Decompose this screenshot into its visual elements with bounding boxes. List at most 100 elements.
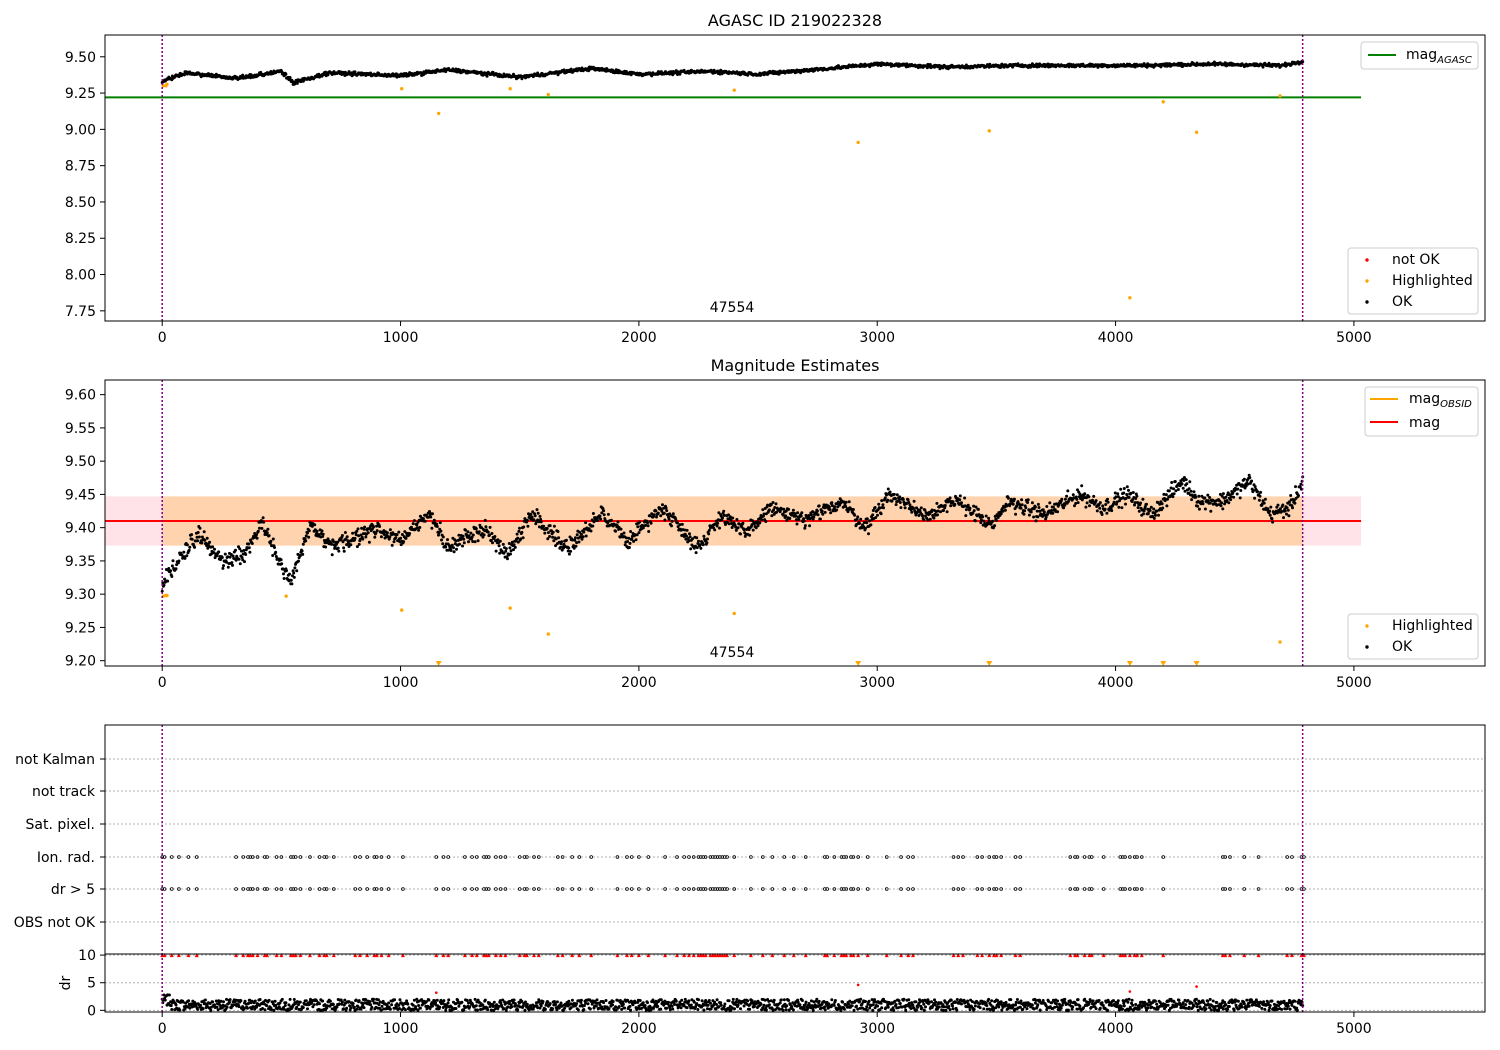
data-point [174, 567, 178, 571]
data-point [707, 532, 711, 536]
data-point [1083, 492, 1087, 496]
data-point [1127, 496, 1131, 499]
data-point [926, 518, 930, 522]
data-point [324, 545, 328, 549]
data-point [858, 521, 861, 525]
data-point [754, 526, 758, 530]
dr-point [406, 1002, 410, 1006]
data-point [809, 513, 813, 517]
data-point [1065, 494, 1069, 498]
data-point [190, 537, 194, 541]
data-point [924, 514, 927, 518]
dr-point [246, 1006, 249, 1010]
data-point [211, 545, 215, 549]
data-point [190, 533, 194, 537]
data-point [877, 502, 881, 506]
data-point [1203, 507, 1207, 511]
data-point [557, 536, 561, 540]
data-point [1020, 503, 1024, 507]
data-point [1248, 476, 1252, 480]
data-point [654, 509, 658, 513]
data-point [247, 542, 251, 546]
data-point [1206, 499, 1210, 503]
data-point [960, 501, 963, 505]
data-point [392, 540, 396, 544]
data-point [379, 535, 383, 539]
data-point [1236, 487, 1240, 491]
flag-row-label: Sat. pixel. [26, 817, 95, 833]
data-point [548, 524, 552, 528]
data-point [1276, 503, 1280, 507]
y-tick-label: 8.50 [65, 195, 96, 211]
data-point [1131, 491, 1135, 494]
data-point [1188, 480, 1192, 484]
data-point [546, 531, 550, 535]
data-point [689, 547, 693, 551]
legend-marker-highlighted [1365, 279, 1369, 283]
data-point [1192, 490, 1196, 494]
data-point [886, 487, 890, 491]
data-point [496, 538, 500, 542]
data-point [1030, 501, 1034, 505]
data-point [530, 515, 534, 519]
data-point [1062, 506, 1066, 510]
data-point [220, 556, 224, 559]
data-point [289, 578, 293, 582]
data-point [691, 537, 694, 541]
data-point [200, 535, 204, 539]
dr-point [457, 1004, 461, 1008]
data-point [1129, 491, 1133, 495]
x-tick-label: 2000 [621, 330, 657, 346]
dr-point [427, 998, 431, 1002]
dr-point [178, 1008, 182, 1012]
dr-point [263, 1008, 267, 1012]
data-point [304, 534, 308, 538]
data-point [717, 511, 721, 515]
data-point [1268, 509, 1272, 513]
data-point [670, 524, 673, 528]
data-point [493, 535, 497, 538]
data-point [417, 528, 421, 532]
data-point [991, 519, 995, 523]
dr-point [163, 998, 167, 1002]
data-point [208, 540, 212, 544]
y-tick-label: 8.75 [65, 159, 96, 175]
data-point [1020, 498, 1024, 502]
data-point [743, 534, 747, 538]
dr-point [447, 998, 451, 1002]
data-point [650, 512, 654, 516]
data-point [307, 535, 311, 539]
data-point [606, 521, 610, 525]
data-point [1094, 499, 1098, 503]
dr-point [541, 1000, 545, 1003]
data-point [883, 496, 887, 500]
data-point [1262, 501, 1266, 505]
data-point [508, 546, 512, 550]
data-point [638, 520, 642, 524]
data-point [1190, 498, 1194, 502]
data-point [685, 534, 688, 538]
dr-point [203, 998, 207, 1002]
data-point [230, 561, 234, 565]
highlighted-point [1161, 100, 1165, 104]
data-point [515, 532, 519, 536]
data-point [474, 527, 478, 531]
x-tick-label: 4000 [1098, 675, 1134, 691]
data-point [1118, 499, 1121, 503]
data-point [803, 524, 807, 528]
data-point [569, 67, 573, 71]
data-point [815, 509, 819, 513]
data-point [421, 517, 425, 521]
data-point [1149, 505, 1153, 509]
data-point [1162, 492, 1166, 496]
data-point [1164, 493, 1168, 497]
data-point [912, 506, 915, 510]
y-tick-label: 9.55 [65, 421, 96, 437]
x-tick-label: 5000 [1336, 675, 1372, 691]
data-point [1035, 509, 1039, 513]
data-point [221, 566, 225, 570]
data-point [1119, 487, 1123, 491]
data-point [821, 512, 825, 516]
data-point [300, 549, 304, 553]
data-point [1253, 485, 1257, 489]
